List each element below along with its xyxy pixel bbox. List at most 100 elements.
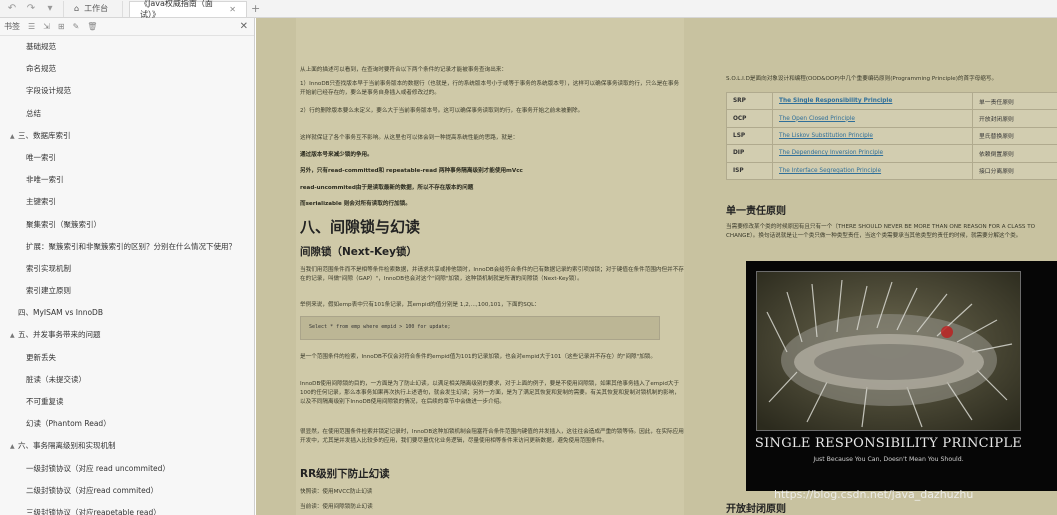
paragraph: 快照读：使用MVCC防止幻读 [300, 489, 373, 495]
bookmark-label: 非唯一索引 [26, 175, 64, 185]
bookmark-item[interactable]: 不可重复读 [0, 391, 254, 413]
paragraph: 1）InnoDB只查找版本早于当前事务版本的数据行（也就是，行的系统版本号小于或… [300, 81, 680, 96]
document-page-left: 从上面的描述可以看到，在查询时要符合以下两个条件的记录才能被事务查询出来： 1）… [296, 18, 684, 515]
bookmark-item[interactable]: ▲ 六、事务隔离级别和实现机制 [0, 435, 254, 457]
bookmark-label: 主键索引 [26, 197, 56, 207]
paragraph: 而serializable 则会对所有读取的行加锁。 [300, 201, 411, 207]
close-icon[interactable]: ✕ [229, 4, 236, 14]
new-tab-icon[interactable]: + [251, 2, 261, 15]
bookmark-item[interactable]: 幻读（Phantom Read） [0, 413, 254, 435]
paragraph: 当需要修改某个类的时候原因有且只有一个（THERE SHOULD NEVER B… [726, 224, 1036, 239]
principle-cn-name: 开放封闭原则 [972, 109, 1057, 128]
section-heading: 单一责任原则 [726, 206, 786, 217]
collapse-arrow-icon[interactable]: ▲ [10, 332, 15, 340]
bookmark-label: 索引实现机制 [26, 263, 71, 273]
document-view[interactable]: 从上面的描述可以看到，在查询时要符合以下两个条件的记录才能被事务查询出来： 1）… [256, 18, 1057, 515]
solid-table: SRP The Single Responsibility Principle 单一… [726, 91, 1057, 180]
bookmark-label: 字段设计规范 [26, 86, 71, 96]
watermark-text: https://blog.csdn.net/java_dazhuzhu [774, 488, 974, 501]
paragraph: InnoDB使用间隙锁的目的，一方面是为了防止幻读，以满足相关隔离级别的要求，对… [300, 381, 680, 405]
principle-link[interactable]: The Interface Segregation Principle [772, 161, 973, 180]
bookmark-label: 脏读（未提交读） [26, 374, 86, 384]
paragraph: 当我们用范围条件而不是相等条件检索数据，并请求共享或排他锁时，InnoDB会给符… [300, 267, 684, 282]
principle-link[interactable]: The Liskov Substitution Principle [772, 126, 973, 146]
bookmark-item[interactable]: 总结 [0, 103, 254, 125]
collapse-arrow-icon[interactable]: ▲ [10, 443, 15, 451]
bookmark-label: 更新丢失 [26, 352, 56, 362]
table-row: SRP The Single Responsibility Principle 单一… [726, 91, 1057, 111]
paragraph: read-uncommited由于是读取最新的数据，所以不存在版本的问题 [300, 185, 474, 191]
bookmark-item[interactable]: 索引建立原则 [0, 280, 254, 302]
tab-workspace[interactable]: ⌂ 工作台 [63, 0, 123, 17]
bookmark-item[interactable]: 基础规范 [0, 36, 254, 58]
bookmark-item[interactable]: ▲ 五、并发事务带来的问题 [0, 324, 254, 346]
paragraph: 很显然，在使用范围条件检索并锁定记录时，InnoDB这种加锁机制会阻塞符合条件范… [300, 429, 684, 444]
paragraph: 2）行的删除版本要么未定义，要么大于当前事务版本号。这可以确保事务读取到的行，在… [300, 108, 584, 114]
paragraph: 举例来说，假如emp表中只有101条记录，其empid的值分别是 1,2,...… [300, 302, 540, 308]
paragraph: 另外，只有read-committed和 repeatable-read 两种事… [300, 168, 523, 174]
bookmark-label: 聚集索引（聚簇索引） [26, 219, 101, 229]
bookmark-item[interactable]: 主键索引 [0, 191, 254, 213]
collapse-all-icon[interactable]: ⇲ [43, 22, 50, 31]
tab-workspace-label: 工作台 [84, 4, 109, 13]
bookmark-item[interactable]: ▲ 三、数据库索引 [0, 125, 254, 147]
bookmark-label: 五、并发事务带来的问题 [18, 330, 101, 340]
collapse-arrow-icon[interactable]: ▲ [10, 132, 15, 140]
principle-abbr: SRP [726, 91, 773, 111]
paragraph: 通过版本号来减少锁的争用。 [300, 152, 373, 158]
add-bookmark-icon[interactable]: ⊞ [57, 22, 65, 31]
expand-all-icon[interactable]: ☰ [28, 22, 36, 31]
bookmark-label: 幻读（Phantom Read） [26, 419, 111, 429]
bookmark-item[interactable]: 一级封锁协议（对应 read uncommited） [0, 458, 254, 480]
poster-subtitle: Just Because You Can, Doesn't Mean You S… [813, 456, 964, 463]
bookmark-label: 总结 [26, 108, 41, 118]
bookmark-sidebar: 书签 ☰ ⇲ ⊞ ✎ 🗑 ✕ 基础规范 命名规范 字段设计规范 总结 ▲ 三、数据库索引唯… [0, 18, 255, 515]
dropdown-icon[interactable]: ▾ [47, 2, 53, 14]
bookmark-label: 索引建立原则 [26, 286, 71, 296]
section-heading: 开放封闭原则 [726, 504, 786, 515]
bookmark-label: 一级封锁协议（对应 read uncommited） [26, 463, 170, 473]
principle-link[interactable]: The Dependency Inversion Principle [772, 144, 973, 163]
subsection-heading: RR级别下防止幻读 [300, 468, 390, 480]
bookmark-label: 三、数据库索引 [18, 130, 71, 140]
bookmark-label: 基础规范 [26, 42, 56, 51]
paragraph: 是一个范围条件的检索，InnoDB不仅会对符合条件的empid值为101的记录加… [300, 354, 656, 360]
bookmark-item[interactable]: 更新丢失 [0, 347, 254, 369]
sidebar-close-icon[interactable]: ✕ [239, 21, 248, 32]
principle-link[interactable]: The Single Responsibility Principle [772, 91, 973, 111]
principle-cn-name: 单一责任原则 [972, 91, 1057, 111]
bookmark-item[interactable]: 扩展：聚簇索引和非聚簇索引的区别？分别在什么情况下使用？ [0, 236, 254, 258]
srp-poster-image: SINGLE RESPONSIBILITY PRINCIPLE Just Bec… [746, 261, 1057, 491]
bookmark-label: 六、事务隔离级别和实现机制 [18, 441, 116, 451]
bookmark-item[interactable]: 三级封锁协议（对应reapetable read） [0, 502, 254, 515]
tab-document-label: 《Java权威指南（面试）》 [140, 0, 213, 19]
principle-abbr: LSP [726, 126, 773, 146]
principle-link[interactable]: The Open Closed Principle [772, 109, 973, 128]
paragraph: 这样就保证了各个事务互不影响。从这里也可以体会到一种提高系统性能的思路，就是： [300, 135, 519, 141]
swiss-knife-image [756, 271, 1021, 431]
bookmark-label: 四、MyISAM vs InnoDB [18, 308, 103, 318]
bookmark-item[interactable]: 索引实现机制 [0, 258, 254, 280]
bookmark-label: 唯一索引 [26, 152, 56, 162]
table-row: DIP The Dependency Inversion Principle 依赖倒… [726, 144, 1057, 163]
tab-document[interactable]: 《Java权威指南（面试）》 ✕ [129, 0, 247, 19]
table-row: LSP The Liskov Substitution Principle 里氏替换… [726, 126, 1057, 146]
tab-bar: ↶ ↷ ▾ ⌂ 工作台 《Java权威指南（面试）》 ✕ + [0, 0, 1057, 19]
document-page-right: S.O.L.I.D是面向对象设计和编程(OOD&OOP)中几个重要编码原则(Pr… [726, 18, 1057, 515]
principle-cn-name: 里氏替换原则 [972, 126, 1057, 146]
subsection-heading: 间隙锁（Next-Key锁） [300, 246, 417, 258]
redo-icon[interactable]: ↷ [26, 2, 36, 14]
bookmark-item[interactable]: 非唯一索引 [0, 169, 254, 191]
undo-icon[interactable]: ↶ [7, 2, 17, 14]
edit-bookmark-icon[interactable]: ✎ [72, 22, 80, 31]
bookmark-item[interactable]: 命名规范 [0, 58, 254, 80]
delete-bookmark-icon[interactable]: 🗑 [87, 22, 98, 31]
bookmark-item[interactable]: 字段设计规范 [0, 80, 254, 102]
bookmark-item[interactable]: 聚集索引（聚簇索引） [0, 214, 254, 236]
bookmark-item[interactable]: 唯一索引 [0, 147, 254, 169]
bookmark-item[interactable]: 四、MyISAM vs InnoDB [0, 302, 254, 324]
table-row: ISP The Interface Segregation Principle 接口… [726, 161, 1057, 180]
principle-cn-name: 接口分离原则 [972, 161, 1057, 180]
bookmark-item[interactable]: 脏读（未提交读） [0, 369, 254, 391]
bookmark-item[interactable]: 二级封锁协议（对应read commited） [0, 480, 254, 502]
